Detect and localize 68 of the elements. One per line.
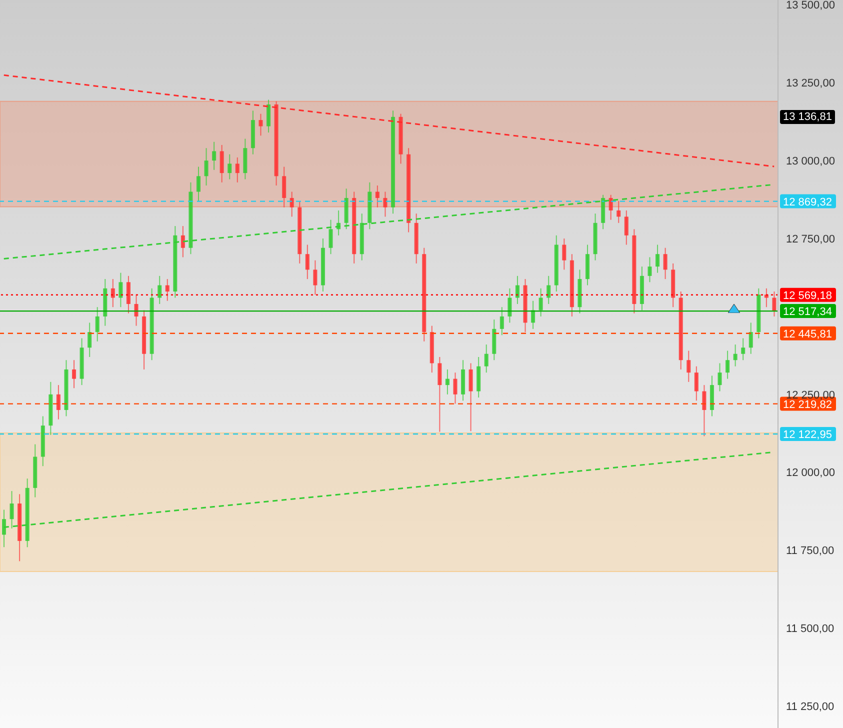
candlestick	[126, 275, 130, 314]
candlestick	[212, 141, 216, 170]
y-tick-label: 11 250,00	[786, 701, 834, 714]
candlestick	[726, 350, 730, 380]
candlestick	[165, 278, 170, 302]
candlestick	[445, 368, 450, 395]
candlestick	[531, 300, 536, 330]
candlestick	[95, 306, 100, 342]
candlestick	[538, 288, 543, 317]
text: 13 136,81	[780, 110, 835, 124]
y-tick-label: 13 000,00	[786, 155, 835, 168]
candlestick	[608, 194, 613, 220]
candlestick	[204, 148, 208, 186]
y-tick-label: 13 250,00	[786, 78, 835, 90]
candlestick	[328, 219, 333, 255]
candlestick	[686, 350, 691, 382]
candlestick	[134, 294, 138, 326]
candlestick	[453, 372, 458, 404]
candlestick	[313, 260, 318, 296]
candlestick	[694, 366, 698, 402]
ref-line-label: 12 869,32	[783, 196, 832, 208]
candlestick	[88, 322, 92, 358]
candlestick	[484, 344, 488, 374]
candlestick	[258, 113, 263, 136]
ref-line-label: 12 219,82	[783, 398, 832, 411]
y-tick-label: 13 500,00	[786, 0, 835, 12]
ref-line-label: 12 122,95	[783, 429, 832, 442]
candlestick	[733, 344, 738, 367]
candlestick	[772, 291, 776, 317]
candlestick	[748, 322, 753, 354]
candlestick	[220, 144, 224, 183]
candlestick	[718, 362, 722, 392]
candlestick	[656, 244, 660, 274]
candlestick	[500, 306, 504, 336]
ref-line-label: 12 445,81	[783, 328, 832, 340]
candlestick	[375, 185, 380, 208]
ref-line-label: 12 569,18	[783, 290, 832, 302]
candlestick	[282, 166, 286, 208]
candlestick	[158, 275, 162, 304]
candlestick	[228, 154, 232, 180]
candlestick	[562, 238, 566, 270]
candlestick	[180, 226, 185, 258]
candlestick	[702, 384, 706, 437]
candlestick	[616, 200, 621, 224]
candlestick	[56, 384, 60, 420]
candlestick	[648, 256, 652, 283]
y-tick-label: 12 750,00	[786, 233, 835, 246]
candlestick	[383, 191, 388, 218]
candlestick	[305, 244, 310, 280]
candlestick	[663, 247, 668, 280]
candlestick	[118, 272, 123, 308]
candlestick	[515, 275, 520, 304]
candlestick	[438, 356, 442, 432]
candlestick	[468, 362, 473, 432]
y-tick-label: 11 500,00	[786, 623, 834, 636]
candlestick	[235, 156, 240, 183]
candlestick	[110, 278, 115, 308]
candlestick	[508, 288, 512, 324]
candlestick	[741, 338, 746, 361]
candlestick	[72, 360, 76, 389]
y-tick-label: 12 000,00	[786, 467, 835, 480]
candlestick	[196, 166, 200, 202]
y-tick-label: 11 750,00	[786, 545, 834, 558]
candlestick	[624, 210, 628, 246]
candlestick	[266, 99, 271, 134]
ref-line-label: 12 517,34	[783, 306, 832, 318]
candlestick	[546, 275, 551, 304]
candlestick	[290, 191, 294, 218]
